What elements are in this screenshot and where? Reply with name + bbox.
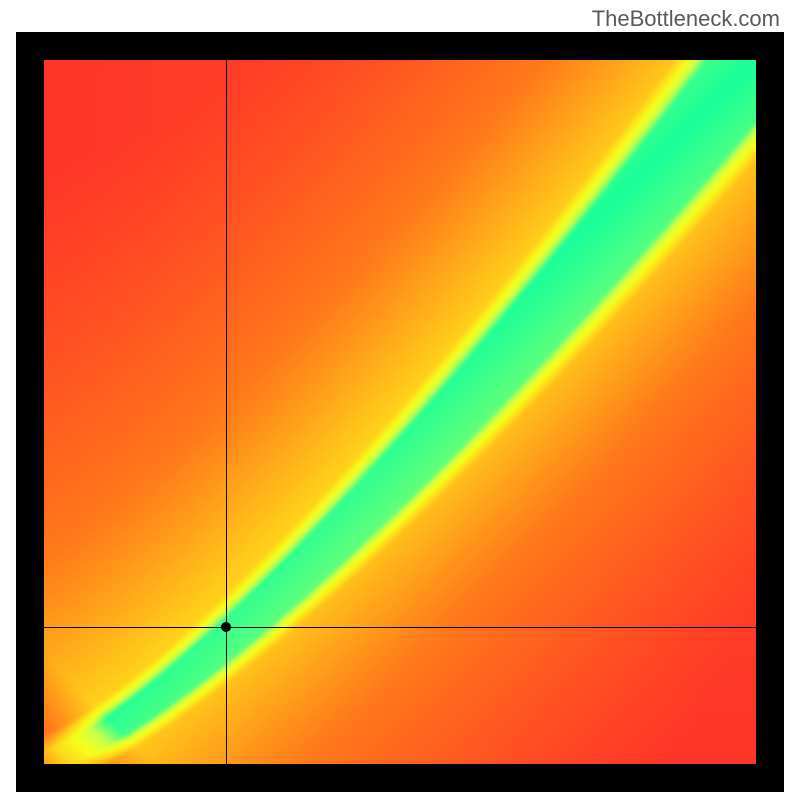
data-point-marker [221, 622, 231, 632]
chart-plot-area [44, 60, 756, 764]
chart-container: TheBottleneck.com [0, 0, 800, 800]
crosshair-vertical [226, 60, 227, 764]
watermark-text: TheBottleneck.com [592, 6, 780, 32]
heatmap-canvas [44, 60, 756, 764]
crosshair-horizontal [44, 627, 756, 628]
chart-frame [16, 32, 784, 792]
